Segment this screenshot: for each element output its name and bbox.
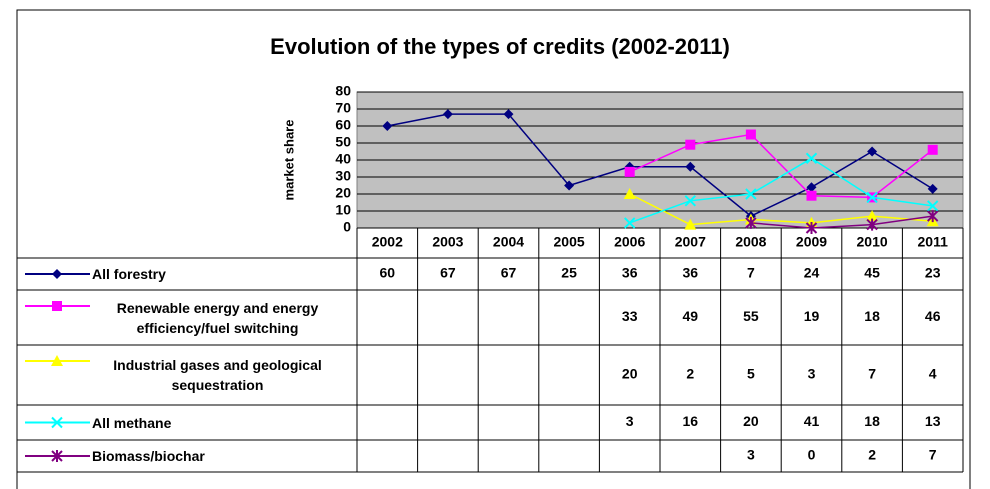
series-line [750,215,933,229]
data-point [745,188,757,200]
x-tick-label: 2002 [372,234,403,250]
y-tick-label: 0 [343,219,351,235]
data-point [685,139,696,150]
data-point [927,144,938,155]
legend-label: All methane [92,414,172,431]
x-tick-label: 2008 [735,234,766,250]
x-tick-label: 2010 [857,234,888,250]
table-value: 41 [804,413,820,429]
x-tick-label: 2006 [614,234,645,250]
table-value: 7 [747,265,755,281]
table-value: 67 [440,265,456,281]
table-value: 3 [747,447,755,463]
series-line [629,133,934,199]
legend-label: Industrial gases and geological sequestr… [113,357,322,393]
data-point [623,188,636,199]
data-point [926,210,939,223]
table-value: 25 [561,265,577,281]
data-point [745,216,757,229]
y-tick-label: 60 [335,117,351,133]
table-value: 60 [380,265,396,281]
table-value: 18 [864,413,880,429]
y-axis-label: market share [281,120,296,201]
data-point [685,161,696,172]
x-tick-label: 2007 [675,234,706,250]
data-point [623,217,636,229]
x-tick-label: 2003 [432,234,463,250]
y-tick-label: 50 [335,134,351,150]
table-value: 3 [808,366,816,382]
data-point [866,210,879,222]
legend-key-marker [52,301,62,311]
data-point [806,190,817,201]
table-value: 5 [747,366,755,382]
x-tick-label: 2004 [493,234,524,250]
table-value: 36 [683,265,699,281]
x-tick-label: 2009 [796,234,827,250]
data-point [866,191,878,204]
table-value: 46 [925,308,941,324]
data-point [806,182,817,193]
data-point [503,109,514,120]
table-value: 16 [683,413,699,429]
y-tick-label: 80 [335,83,351,99]
chart-border [16,9,971,489]
table-value: 13 [925,413,941,429]
data-point [927,183,938,194]
y-tick-label: 10 [335,202,351,218]
table-value: 18 [864,308,880,324]
data-point [926,200,939,212]
data-point [866,218,878,231]
table-value: 36 [622,265,638,281]
y-tick-label: 20 [335,185,351,201]
table-value: 2 [868,447,876,463]
legend-key-marker [51,416,63,429]
series-line [629,157,933,224]
table-value: 0 [808,447,816,463]
legend-key-marker [51,450,63,462]
chart-title: Evolution of the types of credits (2002-… [270,34,730,59]
table-value: 49 [683,308,699,324]
data-point [684,218,697,230]
y-tick-label: 70 [335,100,351,116]
data-point [564,180,575,191]
data-point [442,109,453,120]
x-tick-label: 2011 [918,234,949,250]
data-point [745,129,756,140]
legend-label: All forestry [92,266,166,282]
table-value: 3 [626,413,634,429]
table-value: 7 [868,366,876,382]
legend-key-marker [51,355,63,366]
table-value: 24 [804,265,820,281]
series-line [629,193,933,226]
legend-key-marker [52,269,62,279]
table-value: 19 [804,308,820,324]
table-value: 4 [929,366,937,382]
legend-label: Biomass/biochar [92,448,205,464]
table-value: 45 [864,265,880,281]
data-point [867,146,878,157]
table-value: 2 [686,366,694,382]
y-tick-label: 30 [335,168,351,184]
table-value: 33 [622,308,638,324]
table-value: 20 [622,366,638,382]
data-point [684,195,697,207]
table-value: 7 [929,447,937,463]
table-value: 55 [743,308,759,324]
series-line [387,113,934,217]
data-point [382,121,393,131]
table-value: 67 [501,265,517,281]
table-value: 20 [743,413,759,429]
legend-label: Renewable energy and energy efficiency/f… [116,299,319,336]
table-value: 23 [925,265,941,281]
y-tick-label: 40 [335,151,351,167]
data-point [805,222,818,234]
data-point [805,152,818,165]
x-tick-label: 2005 [554,234,585,250]
data-point [624,166,635,177]
